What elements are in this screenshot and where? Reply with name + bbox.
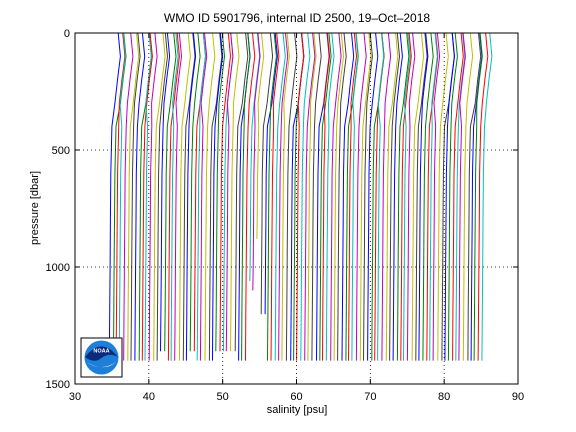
profile-line xyxy=(415,32,428,361)
grid-lines xyxy=(75,33,518,384)
axis-ticks xyxy=(74,32,519,385)
plot-area xyxy=(74,32,519,385)
profile-line xyxy=(455,32,466,361)
profile-line xyxy=(422,32,434,361)
profile-line xyxy=(447,32,458,361)
profile-line xyxy=(164,32,177,352)
profile-line xyxy=(278,32,289,361)
profile-line xyxy=(219,32,232,352)
profile-line xyxy=(367,32,379,361)
profile-line xyxy=(411,32,425,361)
profile-line xyxy=(462,32,474,361)
profile-line xyxy=(418,32,429,361)
logo-bird-shape xyxy=(85,346,118,361)
profile-line xyxy=(400,32,412,361)
profile-line xyxy=(123,32,134,361)
x-axis-label: salinity [psu] xyxy=(267,404,328,416)
profile-line xyxy=(300,32,311,361)
x-tick-label: 50 xyxy=(217,391,229,403)
y-tick-label: 0 xyxy=(64,28,70,40)
profile-line xyxy=(355,32,367,361)
profile-line xyxy=(199,32,208,361)
profile-line xyxy=(452,32,464,361)
profile-line xyxy=(473,32,483,361)
profile-line xyxy=(311,32,322,361)
profile-line xyxy=(174,32,183,361)
profile-line xyxy=(170,32,179,361)
profile-line xyxy=(363,32,373,361)
y-axis-label: pressure [dbar] xyxy=(29,171,41,245)
profile-line xyxy=(167,32,180,361)
profile-line xyxy=(274,32,286,361)
profile-line xyxy=(127,32,140,361)
profile-line xyxy=(319,32,332,361)
x-tick-label: 90 xyxy=(512,391,524,403)
profile-line xyxy=(285,32,298,361)
profile-line xyxy=(141,32,153,361)
profile-line xyxy=(212,32,224,361)
profile-line xyxy=(444,32,456,361)
profile-line xyxy=(477,32,489,361)
profile-line xyxy=(270,32,280,361)
profile-line xyxy=(252,32,261,291)
profile-line xyxy=(178,32,191,361)
profile-line xyxy=(130,32,141,361)
profile-line xyxy=(225,32,234,352)
y-tick-label: 1000 xyxy=(46,262,70,274)
profile-line xyxy=(189,32,201,352)
profile-line xyxy=(330,32,342,361)
x-tick-label: 70 xyxy=(364,391,376,403)
x-tick-label: 60 xyxy=(290,391,302,403)
logo-wave-shape xyxy=(87,362,116,368)
profile-line xyxy=(185,32,197,361)
profile-line xyxy=(230,32,240,352)
profile-line xyxy=(458,32,466,361)
x-tick-label: 80 xyxy=(438,391,450,403)
noaa-logo: NOAA xyxy=(80,337,123,378)
x-tick-label: 30 xyxy=(69,391,81,403)
profile-line xyxy=(333,32,345,361)
x-tick-label: 40 xyxy=(143,391,155,403)
logo-lettering: NOAA xyxy=(93,349,109,355)
profile-line xyxy=(267,32,277,361)
profile-line xyxy=(264,32,278,315)
profile-line xyxy=(182,32,196,361)
profile-line xyxy=(234,32,249,352)
y-tick-label: 1500 xyxy=(46,379,70,391)
profile-line xyxy=(118,32,127,361)
profile-line xyxy=(304,32,316,361)
profile-line xyxy=(341,32,355,361)
chart-title: WMO ID 5901796, internal ID 2500, 19–Oct… xyxy=(164,11,430,25)
profile-line xyxy=(215,32,226,352)
profile-line xyxy=(467,32,482,361)
profile-line xyxy=(296,32,305,361)
profile-line xyxy=(403,32,411,361)
y-tick-label: 500 xyxy=(52,145,70,157)
profile-line xyxy=(115,32,126,361)
profile-line xyxy=(359,32,372,361)
profile-line xyxy=(325,32,335,361)
profile-line xyxy=(351,32,359,361)
profile-line xyxy=(348,32,358,361)
profile-line xyxy=(260,32,274,315)
profile-line xyxy=(406,32,416,361)
profile-line xyxy=(322,32,331,361)
profile-line xyxy=(307,32,317,361)
profile-line xyxy=(134,32,146,361)
profile-line xyxy=(160,32,171,352)
profile-line xyxy=(256,32,265,239)
profile-line xyxy=(385,32,399,361)
